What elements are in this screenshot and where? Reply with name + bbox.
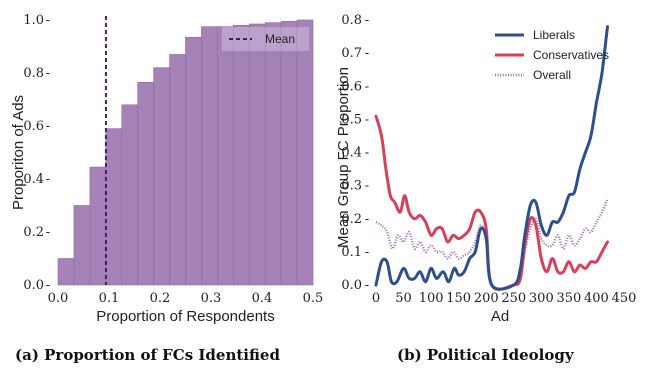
y-tick-mark: -: [365, 245, 369, 260]
bar: [169, 54, 186, 286]
y-tick-label: 0.2: [23, 225, 44, 240]
bar: [185, 36, 202, 286]
y-tick-mark: -: [365, 13, 369, 28]
y-tick-label: 0.0: [23, 278, 44, 293]
y-tick-mark: -: [46, 66, 50, 81]
y-tick-mark: -: [46, 13, 50, 28]
legend-label-mean: Mean: [265, 32, 295, 46]
x-tick-label: 0.1: [99, 291, 120, 306]
legend-label-overall: Overall: [533, 68, 571, 82]
y-tick-mark: -: [46, 278, 50, 293]
line-series: [374, 25, 609, 291]
y-tick-label: 0.2: [341, 212, 362, 227]
y-tick-label: 0.6: [341, 79, 362, 94]
legend-label-conservatives: Conservatives: [533, 48, 609, 62]
histogram-legend: Mean: [222, 27, 309, 51]
y-tick-label: 0.4: [341, 146, 362, 161]
bar: [105, 128, 123, 286]
figure-caption-a: (a) Proportion of FCs Identified: [15, 346, 280, 364]
y-tick-mark: -: [365, 46, 369, 61]
bar: [233, 24, 250, 286]
bar: [57, 258, 75, 286]
line-legend: Liberals Conservatives Overall: [495, 28, 609, 82]
bar: [264, 22, 282, 286]
bar: [121, 104, 138, 286]
bar: [280, 21, 298, 286]
y-tick-label: 1.0: [23, 13, 44, 28]
legend-label-liberals: Liberals: [533, 28, 575, 42]
histogram-chart: Mean 0.0 -0.2 -0.4 -0.6 -0.8 -1.0- 0.0 0.1 0.2 0…: [10, 13, 323, 364]
bar: [296, 19, 314, 286]
y-tick-label: 0.7: [341, 46, 362, 61]
y-tick-mark: -: [365, 79, 369, 94]
y-tick-label: 0.0: [341, 278, 362, 293]
x-tick-label: 0.3: [201, 291, 222, 306]
x-axis-label: Proportion of Respondents: [96, 308, 274, 325]
histogram-bars: [57, 19, 314, 286]
x-axis-ticks: 0.0 0.1 0.2 0.3 0.4 0.5: [48, 291, 324, 306]
x-tick-label: 150: [446, 291, 471, 306]
x-tick-label: 0.5: [303, 291, 324, 306]
y-tick-mark: -: [46, 119, 50, 134]
bar: [73, 205, 91, 286]
y-tick-mark: -: [365, 112, 369, 127]
y-tick-mark: -: [365, 146, 369, 161]
x-axis-ticks: 0 50 100 150 200 250 300 350 400 450: [372, 291, 637, 306]
bar: [217, 26, 234, 286]
series-line-conservatives: [374, 114, 609, 291]
x-tick-label: 0: [372, 291, 380, 306]
y-tick-label: 0.5: [341, 112, 362, 127]
y-tick-label: 0.8: [341, 13, 362, 28]
y-tick-label: 0.8: [23, 66, 44, 81]
y-axis-label: Mean Group FC Proportion: [335, 67, 352, 248]
x-tick-label: 0.0: [48, 291, 69, 306]
line-chart: 0.0 -0.1 -0.2 -0.3 -0.4 -0.5 -0.6 -0.7 -0.8- 0 50…: [335, 13, 636, 364]
x-tick-label: 300: [529, 291, 554, 306]
y-tick-label: 0.1: [341, 245, 362, 260]
figure-caption-b: (b) Political Ideology: [397, 346, 575, 364]
bar: [153, 67, 170, 286]
x-tick-label: 50: [395, 291, 412, 306]
x-tick-label: 0.4: [252, 291, 273, 306]
series-line-overall: [375, 198, 609, 291]
y-tick-label: 0.6: [23, 119, 44, 134]
x-tick-label: 250: [501, 291, 526, 306]
y-tick-mark: -: [365, 278, 369, 293]
bar: [137, 81, 154, 286]
x-tick-label: 400: [584, 291, 609, 306]
y-axis-ticks: 0.0 -0.1 -0.2 -0.3 -0.4 -0.5 -0.6 -0.7 -0.8-: [341, 13, 369, 293]
x-tick-label: 350: [556, 291, 581, 306]
x-tick-label: 100: [419, 291, 444, 306]
bar: [248, 23, 266, 286]
x-tick-label: 200: [474, 291, 499, 306]
y-tick-mark: -: [365, 179, 369, 194]
series-line-liberals: [374, 25, 609, 291]
x-tick-label: 0.2: [150, 291, 171, 306]
y-tick-label: 0.3: [341, 179, 362, 194]
bar: [201, 26, 218, 286]
x-tick-label: 450: [612, 291, 637, 306]
y-tick-mark: -: [46, 225, 50, 240]
bar: [89, 166, 107, 286]
y-tick-mark: -: [46, 172, 50, 187]
y-axis-ticks: 0.0 -0.2 -0.4 -0.6 -0.8 -1.0-: [23, 13, 50, 293]
y-tick-mark: -: [365, 212, 369, 227]
x-axis-label: Ad: [491, 308, 509, 325]
y-tick-label: 0.4: [23, 172, 44, 187]
y-axis-label: Proporiton of Ads: [10, 95, 27, 210]
